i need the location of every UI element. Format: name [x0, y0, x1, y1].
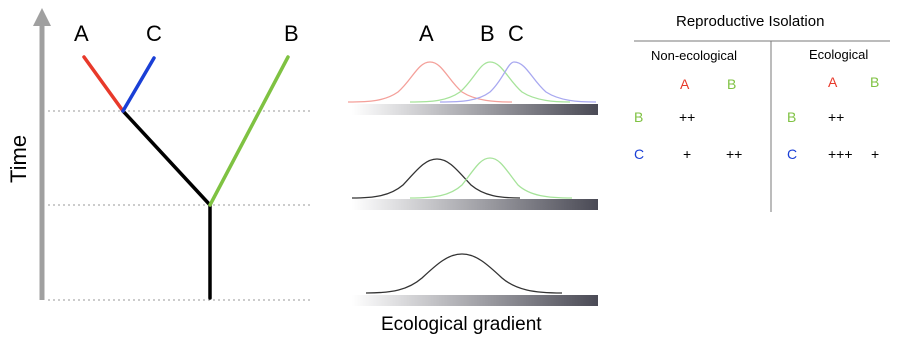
time-axis	[33, 8, 51, 300]
curve-common-ancestor	[365, 253, 563, 294]
col-label-b: B	[870, 74, 880, 90]
curve-label-a: A	[419, 21, 434, 46]
tree-branch-ac-ancestor	[121, 109, 212, 207]
tree-branch-c	[121, 56, 156, 113]
distribution-panel-1	[347, 61, 598, 115]
time-markers	[48, 110, 312, 301]
time-axis-label: Time	[6, 134, 31, 183]
cell-value: ++	[828, 109, 845, 125]
cell-value: +	[871, 146, 880, 162]
cell-value: +++	[828, 146, 853, 162]
row-label-c: C	[634, 146, 645, 162]
ecological-gradient-bar	[352, 199, 598, 210]
cell-value: ++	[679, 109, 696, 125]
time-axis-arrow-icon	[33, 8, 51, 26]
col-label-a: A	[828, 74, 838, 90]
tree-tip-label-b: B	[284, 21, 299, 46]
row-label-c: C	[787, 146, 798, 162]
curve-ancestor-ac	[351, 158, 521, 199]
curve-label-b: B	[480, 21, 495, 46]
curve-species-b	[409, 61, 571, 103]
distribution-panel-2	[351, 157, 598, 210]
table-title: Reproductive Isolation	[676, 13, 825, 30]
ecological-gradient-bar	[352, 104, 598, 115]
ecological-gradient-label: Ecological gradient	[381, 314, 542, 335]
section-header-ecological: Ecological	[809, 47, 869, 62]
table-dividers	[634, 40, 890, 212]
cell-value: +	[683, 146, 692, 162]
ecological-gradient-bar	[352, 295, 598, 306]
tree-tip-label-a: A	[74, 21, 89, 46]
cell-value: ++	[726, 146, 743, 162]
tree-tip-label-c: C	[146, 21, 162, 46]
section-header-non-ecological: Non-ecological	[651, 48, 737, 63]
tree-branch-a	[82, 55, 125, 113]
curve-label-c: C	[508, 21, 524, 46]
row-label-b: B	[634, 109, 644, 125]
col-label-a: A	[680, 76, 690, 92]
curve-species-a	[347, 61, 513, 103]
distribution-panel-3	[352, 253, 598, 306]
curve-species-c	[439, 61, 597, 103]
curve-species-b	[409, 157, 573, 199]
phylogenetic-tree	[82, 55, 290, 300]
tree-branch-b	[208, 55, 290, 207]
col-label-b: B	[727, 76, 737, 92]
row-label-b: B	[787, 109, 797, 125]
